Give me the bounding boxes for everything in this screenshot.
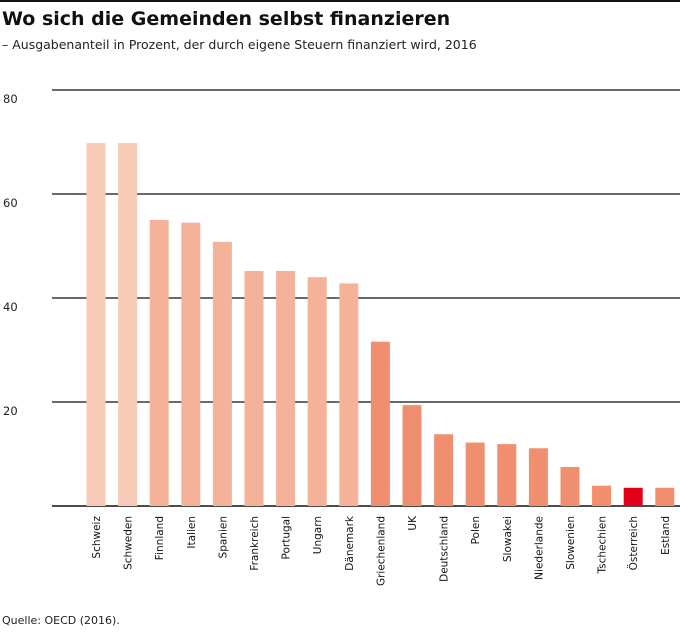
- x-tick-label-16: Tschechien: [597, 516, 609, 575]
- bar-8: [339, 283, 359, 506]
- x-tick-label-6: Portugal: [281, 516, 293, 560]
- bar-4: [212, 241, 232, 506]
- top-rule: [0, 0, 680, 2]
- y-tick-label-60: 60: [3, 196, 18, 210]
- x-tick-label-1: Schweden: [123, 516, 135, 570]
- bar-17: [623, 487, 643, 506]
- bar-0: [86, 143, 106, 507]
- x-axis-labels: Schweiz Schweden Finnland Italien Spanien Fra…: [91, 515, 672, 586]
- bar-10: [402, 405, 422, 506]
- bar-15: [560, 467, 580, 506]
- bar-11: [434, 434, 454, 506]
- x-tick-label-5: Frankreich: [249, 516, 261, 571]
- chart-source: Quelle: OECD (2016).: [2, 614, 120, 627]
- chart-subtitle: – Ausgabenanteil in Prozent, der durch e…: [2, 37, 477, 52]
- x-tick-label-12: Polen: [470, 516, 482, 544]
- bar-1: [118, 143, 138, 507]
- bar-13: [497, 444, 517, 506]
- x-tick-label-15: Slowenien: [565, 516, 577, 570]
- bar-2: [149, 220, 169, 506]
- x-tick-label-4: Spanien: [217, 516, 229, 558]
- x-tick-label-10: UK: [407, 515, 419, 531]
- x-tick-label-14: Niederlande: [533, 516, 545, 580]
- x-tick-label-13: Slowakei: [502, 516, 514, 562]
- x-tick-label-2: Finnland: [154, 516, 166, 560]
- bar-6: [276, 270, 296, 506]
- bar-5: [244, 270, 264, 506]
- x-tick-label-7: Ungarn: [312, 516, 324, 554]
- y-tick-label-20: 20: [3, 404, 18, 418]
- x-tick-label-18: Estland: [660, 516, 672, 555]
- y-tick-label-40: 40: [3, 300, 18, 314]
- bars: [86, 143, 675, 507]
- bar-16: [592, 485, 612, 506]
- bar-12: [465, 442, 485, 506]
- x-tick-label-17: Österreich: [627, 516, 640, 570]
- x-tick-label-9: Griechenland: [375, 516, 387, 586]
- bar-9: [370, 341, 390, 506]
- gridlines: [52, 89, 680, 507]
- x-tick-label-0: Schweiz: [91, 516, 103, 559]
- y-axis-ticks: 20 40 60 80: [3, 92, 18, 418]
- x-tick-label-3: Italien: [186, 516, 198, 549]
- y-tick-label-80: 80: [3, 92, 18, 106]
- bar-3: [181, 222, 201, 506]
- bar-18: [655, 487, 675, 506]
- bar-7: [307, 277, 327, 506]
- x-tick-label-11: Deutschland: [439, 516, 451, 582]
- bar-14: [528, 448, 548, 506]
- x-tick-label-8: Dänemark: [344, 515, 356, 571]
- chart-title: Wo sich die Gemeinden selbst finanzieren: [2, 8, 451, 30]
